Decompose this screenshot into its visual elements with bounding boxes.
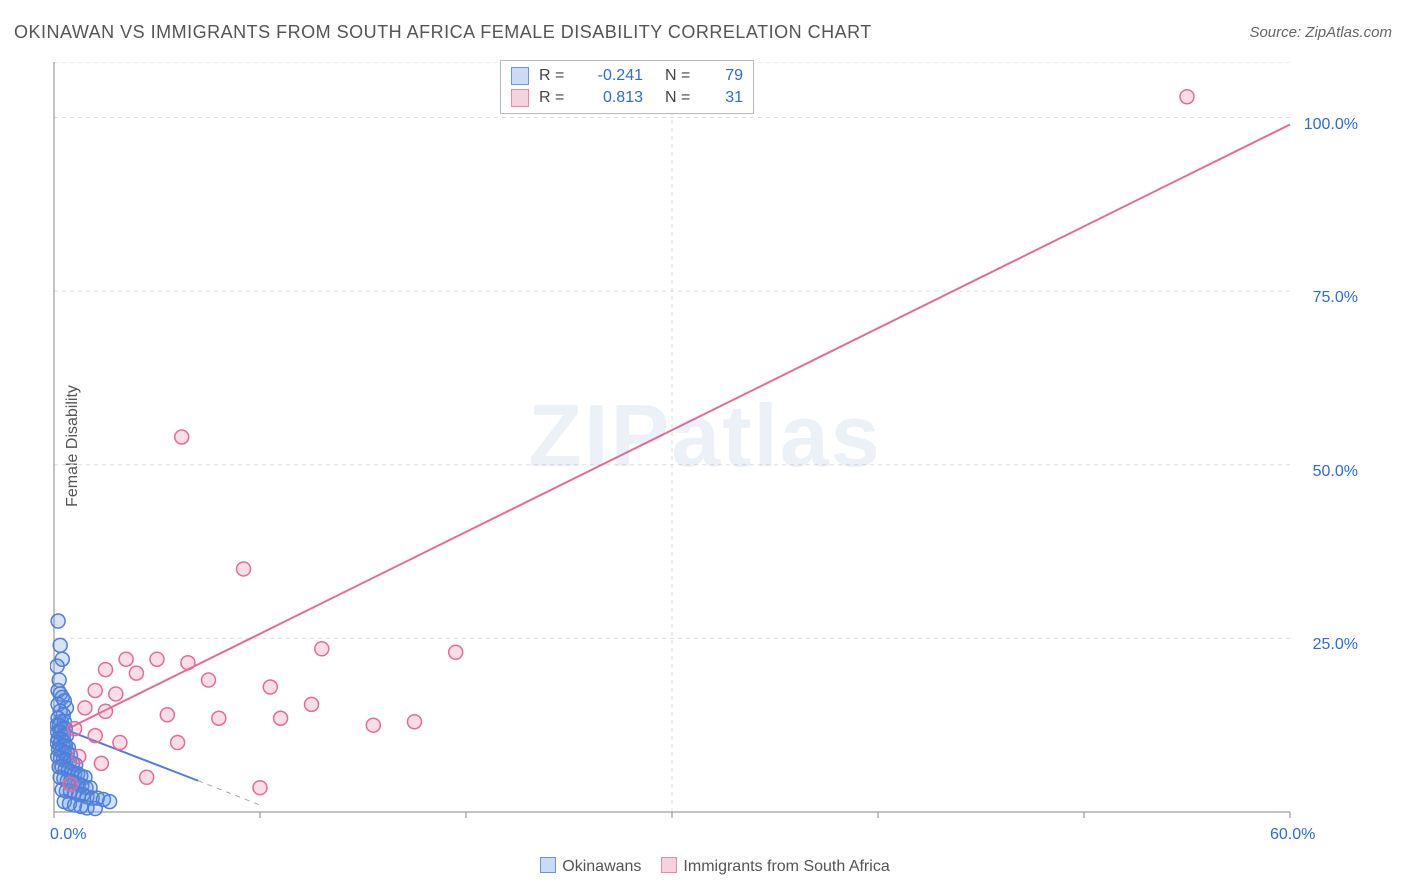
legend-r-label: R = xyxy=(539,67,573,85)
legend-r-label: R = xyxy=(539,89,573,107)
series-legend: Okinawans Immigrants from South Africa xyxy=(50,857,1360,876)
y-tick-label: 25.0% xyxy=(1313,636,1358,654)
legend-swatch xyxy=(511,89,529,107)
legend-n-label: N = xyxy=(665,67,699,85)
chart-root: OKINAWAN VS IMMIGRANTS FROM SOUTH AFRICA… xyxy=(0,0,1406,892)
x-tick-label: 60.0% xyxy=(1270,826,1315,844)
source-credit: Source: ZipAtlas.com xyxy=(1249,24,1392,41)
legend-series-label: Okinawans xyxy=(562,858,641,875)
legend-r-value: -0.241 xyxy=(583,67,643,85)
y-tick-label: 100.0% xyxy=(1304,116,1358,134)
legend-swatch xyxy=(661,857,677,873)
legend-swatch xyxy=(511,67,529,85)
chart-title: OKINAWAN VS IMMIGRANTS FROM SOUTH AFRICA… xyxy=(14,22,872,43)
legend-swatch xyxy=(540,857,556,873)
correlation-legend-row: R = 0.813 N = 31 xyxy=(511,87,743,109)
x-tick-label: 0.0% xyxy=(50,826,86,844)
legend-n-label: N = xyxy=(665,89,699,107)
correlation-legend: R = -0.241 N = 79 R = 0.813 N = 31 xyxy=(500,60,754,114)
correlation-legend-row: R = -0.241 N = 79 xyxy=(511,65,743,87)
y-tick-label: 50.0% xyxy=(1313,463,1358,481)
legend-n-value: 31 xyxy=(709,89,743,107)
legend-r-value: 0.813 xyxy=(583,89,643,107)
plot-area: ZIPatlas R =-0.241N =79R =0.813N =31 Oki… xyxy=(50,62,1360,842)
y-tick-label: 75.0% xyxy=(1313,289,1358,307)
legend-n-value: 79 xyxy=(709,67,743,85)
scatter-svg xyxy=(50,62,1360,842)
legend-series-label: Immigrants from South Africa xyxy=(683,858,889,875)
